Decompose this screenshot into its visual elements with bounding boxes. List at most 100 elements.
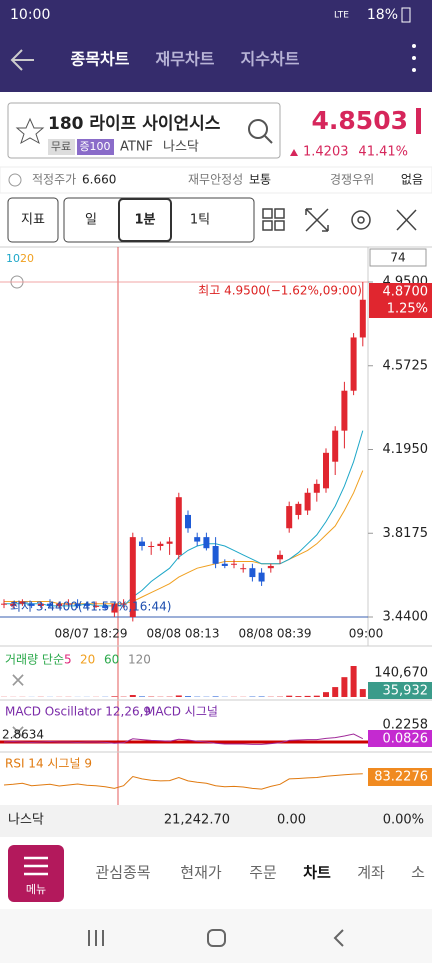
candle-body xyxy=(19,601,26,604)
candle-body xyxy=(203,537,210,549)
stock-name: 180 라이프 사이언시스 xyxy=(48,114,221,134)
info-value: 보통 xyxy=(249,173,271,187)
close-panel[interactable]: × xyxy=(10,668,27,692)
y-tick-label: 3.4400 xyxy=(383,610,429,625)
volume-bar xyxy=(323,692,329,697)
info-label: 적정주가 xyxy=(32,173,76,187)
badge xyxy=(77,139,114,155)
volume-bar xyxy=(313,695,320,697)
macd-left: 2.8634 xyxy=(2,728,44,742)
current-price-box xyxy=(369,283,432,318)
candle-body xyxy=(10,603,17,606)
candle-body xyxy=(332,430,339,462)
nav-item[interactable]: 주문 xyxy=(249,864,277,882)
candle-body xyxy=(175,497,182,555)
tab[interactable]: 종목차트 xyxy=(71,50,130,69)
low-label: 최저 3.4400(41.57%,16:44) xyxy=(10,600,171,614)
volume-bar xyxy=(350,666,357,697)
macd-signal: MACD 시그널 xyxy=(145,705,218,719)
high-label: 최고 4.9500(−1.62%,09:00) xyxy=(198,284,362,298)
close-panel[interactable]: × xyxy=(10,720,27,744)
y-tick-label: 3.8175 xyxy=(383,526,429,541)
candle-body xyxy=(28,603,35,606)
volume-current: 35,932 xyxy=(383,684,429,699)
header-bg xyxy=(0,0,432,92)
volume-bar xyxy=(212,696,219,697)
ticker: ATNF xyxy=(120,140,153,155)
button-label: 지표 xyxy=(21,213,45,228)
volume-bar xyxy=(332,687,339,697)
macd-current: 0.0826 xyxy=(383,732,429,747)
candle-body xyxy=(139,541,145,547)
candle-body xyxy=(258,572,265,582)
candle-body xyxy=(157,543,164,547)
candle-body xyxy=(65,603,72,605)
favorite-star[interactable] xyxy=(15,117,45,145)
info-label: 재무안정성 xyxy=(188,173,243,187)
candle-body xyxy=(267,565,274,569)
candle-body xyxy=(240,568,247,570)
volume-bar xyxy=(341,677,348,697)
volume-bar xyxy=(139,696,145,697)
candle-body xyxy=(277,554,283,560)
candle-body xyxy=(37,603,44,606)
home[interactable] xyxy=(207,929,226,947)
toolbar-icons[interactable] xyxy=(262,208,417,232)
nav-item[interactable]: 관심종목 xyxy=(95,864,150,882)
stock-box[interactable] xyxy=(7,102,281,159)
volume-bar xyxy=(286,695,293,697)
volume-bar xyxy=(185,696,191,697)
nav-item[interactable]: 소 xyxy=(411,864,425,882)
badge-text: 무료 xyxy=(51,140,71,153)
help-icon[interactable] xyxy=(8,173,22,187)
nav-item[interactable]: 현재가 xyxy=(180,864,222,882)
period-selected[interactable] xyxy=(118,198,172,242)
volume-bar xyxy=(359,689,366,697)
info-value: 없음 xyxy=(401,173,423,187)
nav-item[interactable]: 계좌 xyxy=(357,864,385,882)
ma20-line xyxy=(4,470,364,605)
recent-apps[interactable] xyxy=(88,930,104,946)
volume-bar xyxy=(295,696,302,697)
candle-body xyxy=(304,492,311,511)
back[interactable] xyxy=(333,929,344,947)
candle-body xyxy=(194,537,201,542)
volume-legend: 120 xyxy=(128,653,151,667)
volume-bar xyxy=(129,695,136,697)
badge xyxy=(48,139,75,155)
volume-legend: 20 xyxy=(80,653,95,667)
x-tick-label: 08/08 08:39 xyxy=(239,627,312,641)
tab[interactable]: 재무차트 xyxy=(156,50,215,69)
info-row xyxy=(0,166,432,194)
status-battery: 18% xyxy=(367,7,398,23)
search-icon[interactable] xyxy=(248,119,268,139)
volume-max: 140,670 xyxy=(374,666,428,681)
tab[interactable]: 지수차트 xyxy=(241,50,300,69)
candle-body xyxy=(212,546,219,564)
macd-box xyxy=(368,730,432,747)
current-pct: 1.25% xyxy=(387,302,428,317)
candle-body xyxy=(231,563,237,565)
macd-right: 0.2258 xyxy=(383,718,429,733)
search-icon xyxy=(264,135,273,144)
footer-market: 나스닥 xyxy=(8,813,44,828)
rsi-line xyxy=(3,773,363,790)
rsi-box xyxy=(368,768,432,786)
volume-bar xyxy=(304,695,311,697)
candle-body xyxy=(249,568,256,578)
nav-item[interactable]: 차트 xyxy=(303,864,331,882)
nav-bg xyxy=(0,837,432,909)
button-label[interactable]: 1틱 xyxy=(190,213,210,228)
badge-text: 증100 xyxy=(79,140,110,153)
back-button[interactable] xyxy=(10,49,34,71)
zoom-value: 74 xyxy=(390,251,405,265)
indicator-button[interactable] xyxy=(7,197,59,243)
info-value: 6.660 xyxy=(82,173,116,187)
macd-title: MACD Oscillator 12,26,9 xyxy=(5,705,151,719)
candle-body xyxy=(350,337,357,391)
candle-body xyxy=(286,506,293,529)
volume-title: 거래량 단순 xyxy=(5,653,64,667)
zoom-box[interactable] xyxy=(369,248,427,267)
button-label[interactable]: 일 xyxy=(85,213,97,228)
status-network: LTE xyxy=(334,11,349,21)
